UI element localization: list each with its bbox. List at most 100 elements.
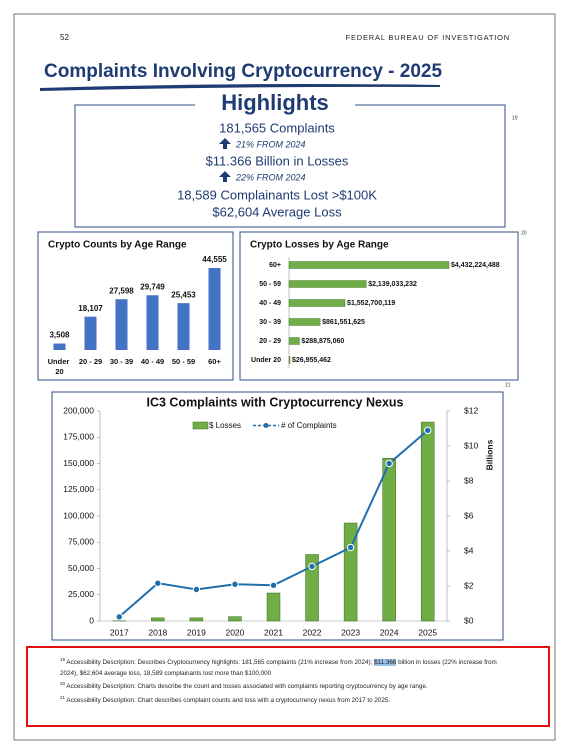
footnote-text: Accessibility Description: Describes Cry…: [66, 659, 375, 667]
bar: [266, 592, 281, 622]
footnote-ref: 20: [521, 230, 527, 236]
point: [154, 579, 162, 587]
y-tick-label: 50,000: [68, 563, 94, 573]
legend-swatch: [192, 421, 209, 430]
y-tick-label: 200,000: [63, 405, 94, 415]
x-tick-label: 2018: [148, 627, 167, 637]
bar: [189, 617, 204, 622]
y-tick-label: 175,000: [63, 432, 94, 442]
bar: [228, 616, 242, 622]
chart-title: IC3 Complaints with Cryptocurrency Nexus: [146, 395, 403, 409]
footnote-ref: 21: [505, 382, 511, 388]
point: [385, 459, 393, 468]
chart-box: [37, 231, 234, 381]
footnotes: 19 Accessibility Description: Describes …: [60, 655, 515, 706]
highlight-line: $62,604 Average Loss: [212, 204, 342, 219]
footnote-ref: 19: [512, 115, 518, 121]
bar: [53, 343, 66, 350]
value-label: 25,453: [171, 290, 196, 299]
footnote-text: billion in losses (22% increase from 202…: [60, 659, 497, 677]
bar: [115, 299, 128, 350]
point: [192, 585, 201, 594]
footnote-ref: 19: [60, 657, 66, 662]
value-label: $1,552,700,119: [347, 300, 395, 307]
footnote-text: Accessibility Description: Chart describ…: [66, 696, 391, 704]
bar: [420, 421, 435, 622]
chart-title: Crypto Counts by Age Range: [48, 240, 187, 251]
y-tick-label: 125,000: [63, 484, 94, 494]
footnote-ref: 20: [60, 681, 66, 687]
chart-box: [239, 231, 519, 381]
y-tick-label: 25,000: [68, 589, 94, 599]
value-label: $288,875,060: [301, 338, 344, 345]
y-tick-label: 0: [89, 615, 94, 625]
y2-tick-label: $10: [464, 440, 478, 450]
y2-tick-label: $8: [464, 475, 474, 485]
point: [346, 543, 355, 552]
x-tick-label: 20 - 29: [79, 357, 102, 366]
y2-tick-label: $4: [464, 545, 474, 555]
bar: [288, 318, 321, 326]
y2-tick-label: $2: [464, 580, 474, 590]
bar: [288, 299, 346, 307]
footnote: 19 Accessibility Description: Describes …: [60, 655, 515, 679]
highlight-box: [26, 646, 550, 727]
y2-axis-label: Billions: [484, 439, 494, 470]
x-tick-label: 2022: [303, 627, 322, 637]
y-tick-label: 50 - 59: [259, 281, 281, 288]
bar: [177, 303, 190, 350]
bar: [146, 295, 159, 350]
x-tick-label: Under 20: [48, 357, 72, 376]
footnote-text: Accessibility Description: Charts descri…: [66, 683, 428, 691]
bar: [151, 617, 165, 622]
point: [424, 426, 432, 435]
bar: [208, 268, 221, 350]
y-tick-label: 30 - 39: [259, 319, 281, 326]
x-tick-label: 40 - 49: [141, 357, 164, 366]
bar: [288, 356, 291, 364]
legend-label: # of Complaints: [281, 421, 337, 430]
y-tick-label: 100,000: [63, 510, 94, 520]
bar: [288, 261, 450, 269]
y-tick-label: 150,000: [63, 458, 94, 468]
page-border: [13, 13, 556, 741]
x-tick-label: 2019: [187, 627, 206, 637]
footnote: 21 Accessibility Description: Chart desc…: [60, 693, 515, 707]
y-tick-label: 75,000: [68, 537, 94, 547]
x-tick-label: 2020: [225, 627, 244, 637]
footnote-ref: 21: [60, 694, 66, 700]
y-tick-label: 20 - 29: [259, 338, 281, 345]
y2-tick-label: $6: [464, 510, 474, 520]
chart-title: Crypto Losses by Age Range: [250, 240, 389, 251]
x-tick-label: 60+: [208, 357, 221, 366]
bar: [84, 316, 97, 350]
point: [231, 580, 239, 588]
highlight-line: $11.366 Billion in Losses: [206, 153, 349, 168]
highlight-line: 22% FROM 2024: [235, 172, 306, 182]
value-label: 18,107: [78, 304, 103, 313]
x-tick-label: 2017: [110, 627, 129, 637]
x-tick-label: 30 - 39: [110, 357, 133, 366]
bar: [288, 337, 300, 345]
highlights-title-bg: [195, 94, 355, 116]
legend-swatch: [263, 423, 269, 428]
y-tick-label: 40 - 49: [259, 300, 281, 307]
x-tick-label: 2025: [418, 627, 437, 637]
bar: [288, 280, 367, 288]
legend-label: $ Losses: [209, 421, 241, 430]
up-arrow: [219, 138, 231, 149]
highlights-title: Highlights: [221, 90, 329, 115]
point: [269, 581, 278, 589]
value-label: $26,955,462: [292, 357, 331, 364]
value-label: 3,508: [49, 331, 70, 340]
organization: FEDERAL BUREAU OF INVESTIGATION: [346, 33, 510, 42]
x-tick-label: 2023: [341, 627, 360, 637]
highlight-line: 181,565 Complaints: [219, 120, 335, 135]
value-label: 29,749: [140, 282, 165, 291]
point: [115, 613, 123, 621]
value-label: $861,551,625: [322, 319, 365, 326]
value-label: $2,139,033,232: [368, 281, 417, 288]
x-tick-label: 2021: [264, 627, 283, 637]
